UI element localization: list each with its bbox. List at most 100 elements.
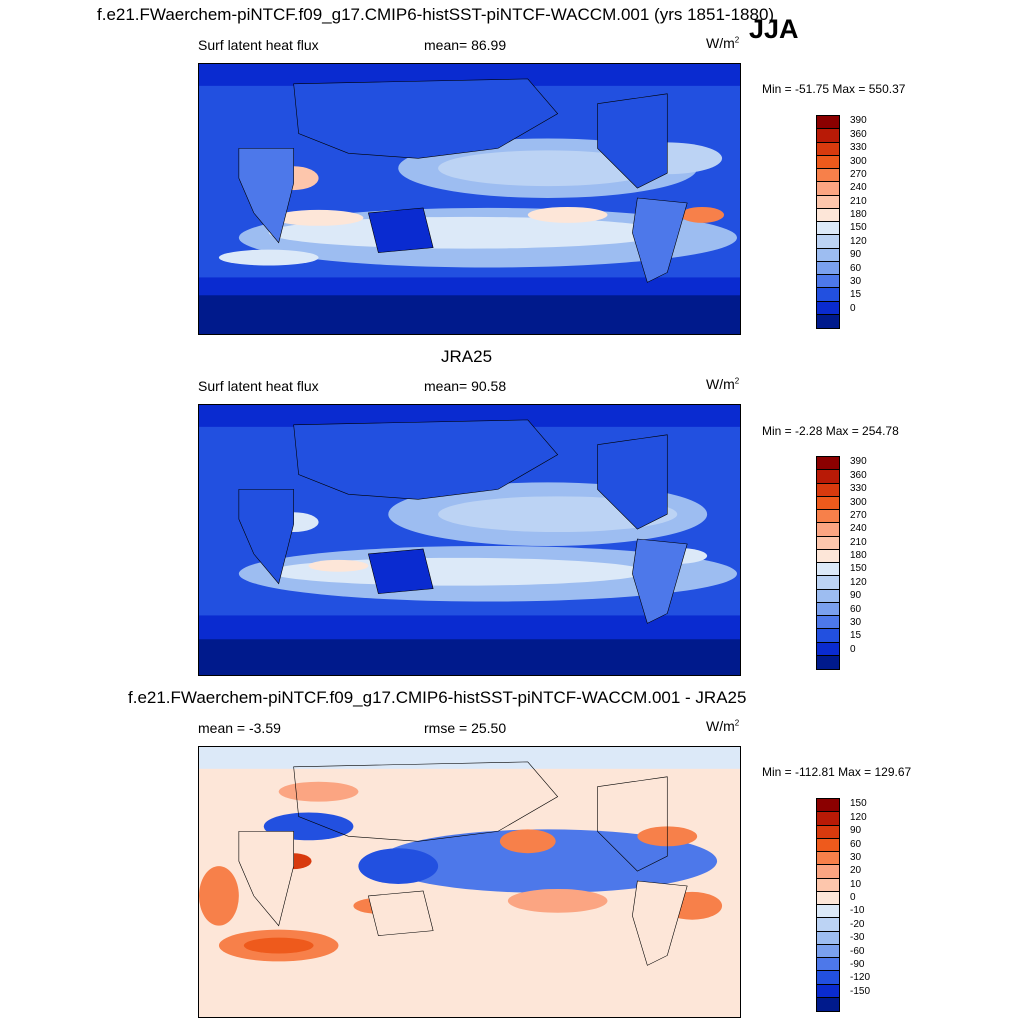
colorbar-tick-label: -90 xyxy=(850,958,865,970)
colorbar-tick-label: 90 xyxy=(850,249,862,261)
colorbar-tick-label: 0 xyxy=(850,892,856,903)
colorbar-swatch xyxy=(817,984,839,998)
colorbar-tick-label: 90 xyxy=(850,825,862,837)
colorbar-tick-label: 60 xyxy=(850,603,862,615)
colorbar-swatch xyxy=(817,655,839,669)
colorbar-swatch xyxy=(817,576,839,590)
colorbar-tick-label: 15 xyxy=(850,630,862,642)
colorbar-tick-label: 360 xyxy=(850,128,867,140)
panel-3-map xyxy=(198,746,741,1018)
panel-2-mean-label: mean= 90.58 xyxy=(424,378,507,394)
colorbar-tick-label: 270 xyxy=(850,509,867,521)
colorbar-swatch xyxy=(817,825,839,839)
colorbar-tick-label: 150 xyxy=(850,798,867,810)
colorbar-tick-label: 0 xyxy=(850,302,856,314)
colorbar-swatch xyxy=(817,642,839,656)
colorbar-tick-label: 300 xyxy=(850,155,867,167)
colorbar-tick-label: 150 xyxy=(850,563,867,575)
colorbar-tick-label: -10 xyxy=(850,905,865,917)
colorbar-tick-label: 300 xyxy=(850,496,867,508)
colorbar-swatch xyxy=(817,997,839,1011)
colorbar-swatch xyxy=(817,129,839,143)
panel-1-title: f.e21.FWaerchem-piNTCF.f09_g17.CMIP6-his… xyxy=(97,5,775,24)
colorbar-swatch xyxy=(817,549,839,563)
panel-2-title: JRA25 xyxy=(441,347,493,366)
colorbar-tick-label: 90 xyxy=(850,590,862,602)
colorbar-tick-label: -30 xyxy=(850,932,865,944)
colorbar-swatch xyxy=(817,852,839,866)
colorbar-tick-label: 120 xyxy=(850,576,867,588)
colorbar-tick-label: -60 xyxy=(850,945,865,957)
colorbar-swatch xyxy=(817,222,839,236)
panel-3-minmax: Min = -112.81 Max = 129.67 xyxy=(762,765,912,779)
panel-1-units: W/m2 xyxy=(706,35,740,51)
panel-2-variable-label: Surf latent heat flux xyxy=(198,378,319,394)
colorbar-tick-label: -20 xyxy=(850,918,865,930)
colorbar-tick-label: 15 xyxy=(850,289,862,301)
colorbar-tick-label: 10 xyxy=(850,878,862,890)
colorbar-swatch xyxy=(817,314,839,328)
colorbar-swatch xyxy=(817,616,839,630)
colorbar-tick-label: 0 xyxy=(850,643,856,655)
colorbar-tick-label: 20 xyxy=(850,865,862,877)
colorbar-swatch xyxy=(817,918,839,932)
colorbar-swatch xyxy=(817,971,839,985)
colorbar-swatch xyxy=(817,248,839,262)
panel-1-map xyxy=(198,63,741,335)
colorbar-swatch xyxy=(817,799,839,813)
panel-3-title: f.e21.FWaerchem-piNTCF.f09_g17.CMIP6-his… xyxy=(128,688,747,707)
panel-3-units: W/m2 xyxy=(706,718,740,734)
colorbar-tick-label: -150 xyxy=(850,985,871,997)
panel-2-colorbar xyxy=(816,456,840,670)
colorbar-swatch xyxy=(817,838,839,852)
colorbar-swatch xyxy=(817,235,839,249)
colorbar-tick-label: 390 xyxy=(850,115,867,127)
panel-2-minmax: Min = -2.28 Max = 254.78 xyxy=(762,424,899,438)
colorbar-swatch xyxy=(817,958,839,972)
colorbar-swatch xyxy=(817,523,839,537)
colorbar-tick-label: 390 xyxy=(850,456,867,468)
colorbar-tick-label: 150 xyxy=(850,222,867,234)
colorbar-swatch xyxy=(817,470,839,484)
colorbar-swatch xyxy=(817,142,839,156)
panel-1-minmax: Min = -51.75 Max = 550.37 xyxy=(762,82,906,96)
colorbar-swatch xyxy=(817,891,839,905)
colorbar-tick-label: 120 xyxy=(850,811,867,823)
colorbar-tick-label: 60 xyxy=(850,262,862,274)
colorbar-tick-label: 330 xyxy=(850,483,867,495)
colorbar-swatch xyxy=(817,457,839,471)
panel-3-map-svg xyxy=(199,747,740,1017)
panel-1-mean-label: mean= 86.99 xyxy=(424,37,507,53)
colorbar-tick-label: 210 xyxy=(850,536,867,548)
colorbar-tick-label: 30 xyxy=(850,616,862,628)
colorbar-swatch xyxy=(817,301,839,315)
colorbar-swatch xyxy=(817,931,839,945)
colorbar-swatch xyxy=(817,261,839,275)
colorbar-tick-label: 330 xyxy=(850,142,867,154)
colorbar-swatch xyxy=(817,116,839,130)
colorbar-swatch xyxy=(817,155,839,169)
colorbar-swatch xyxy=(817,905,839,919)
colorbar-swatch xyxy=(817,563,839,577)
colorbar-swatch xyxy=(817,288,839,302)
colorbar-swatch xyxy=(817,182,839,196)
colorbar-swatch xyxy=(817,510,839,524)
colorbar-swatch xyxy=(817,629,839,643)
colorbar-swatch xyxy=(817,944,839,958)
colorbar-tick-label: -120 xyxy=(850,972,871,984)
panel-2-units: W/m2 xyxy=(706,376,740,392)
colorbar-swatch xyxy=(817,275,839,289)
colorbar-tick-label: 240 xyxy=(850,523,867,535)
panel-2-map xyxy=(198,404,741,676)
colorbar-swatch xyxy=(817,496,839,510)
colorbar-swatch xyxy=(817,865,839,879)
colorbar-tick-label: 120 xyxy=(850,235,867,247)
colorbar-swatch xyxy=(817,812,839,826)
colorbar-swatch xyxy=(817,195,839,209)
colorbar-tick-label: 30 xyxy=(850,275,862,287)
colorbar-swatch xyxy=(817,878,839,892)
colorbar-swatch xyxy=(817,483,839,497)
colorbar-tick-label: 210 xyxy=(850,195,867,207)
colorbar-swatch xyxy=(817,602,839,616)
panel-1-map-svg xyxy=(199,64,740,334)
